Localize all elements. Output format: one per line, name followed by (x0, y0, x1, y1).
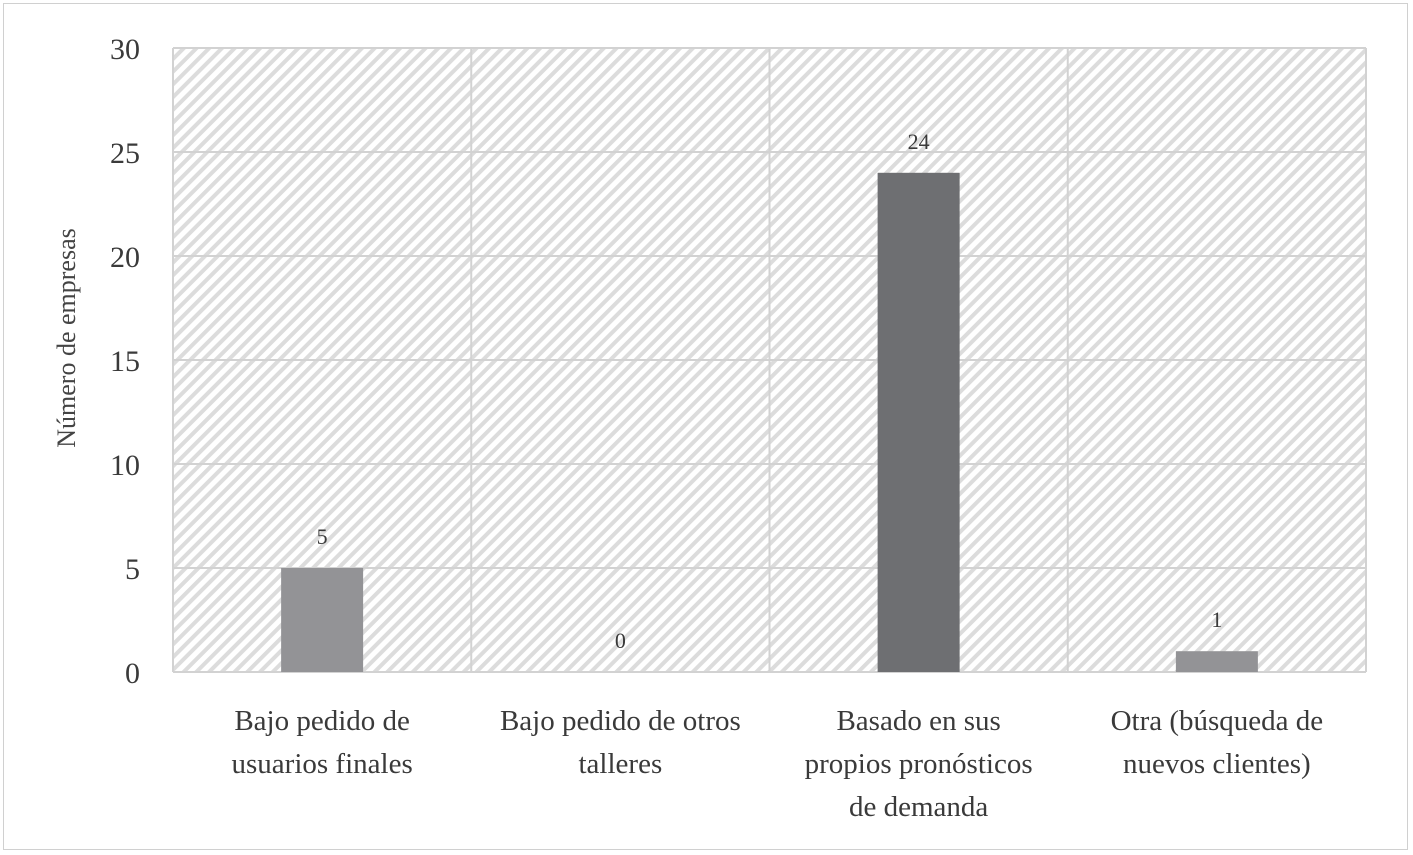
y-axis: 0 5 10 15 20 25 30 (110, 33, 140, 690)
data-label: 1 (1211, 607, 1222, 632)
bar (281, 568, 364, 672)
x-axis: Bajo pedido de usuarios finales Bajo pedid… (232, 705, 1324, 823)
bars (281, 172, 1258, 673)
data-label: 0 (615, 628, 626, 653)
gridlines (172, 47, 1367, 673)
x-category-label: Otra (búsqueda de nuevos clientes) (1111, 705, 1324, 780)
y-tick-label: 20 (110, 241, 140, 274)
x-category-label: Bajo pedido de usuarios finales (232, 705, 413, 780)
y-tick-label: 25 (110, 137, 140, 170)
y-tick-label: 30 (110, 33, 140, 66)
y-tick-label: 0 (125, 657, 140, 690)
bar (1175, 651, 1258, 672)
bar (877, 172, 960, 673)
y-axis-label: Número de empresas (52, 228, 81, 447)
y-tick-label: 10 (110, 449, 140, 482)
x-category-label: Basado en sus propios pronósticos de deman… (805, 705, 1033, 823)
x-category-label: Bajo pedido de otros talleres (500, 705, 741, 780)
data-labels: 5 0 24 1 (317, 129, 1223, 653)
data-label: 24 (908, 129, 930, 154)
data-label: 5 (317, 524, 328, 549)
y-tick-label: 5 (125, 553, 140, 586)
y-tick-label: 15 (110, 345, 140, 378)
